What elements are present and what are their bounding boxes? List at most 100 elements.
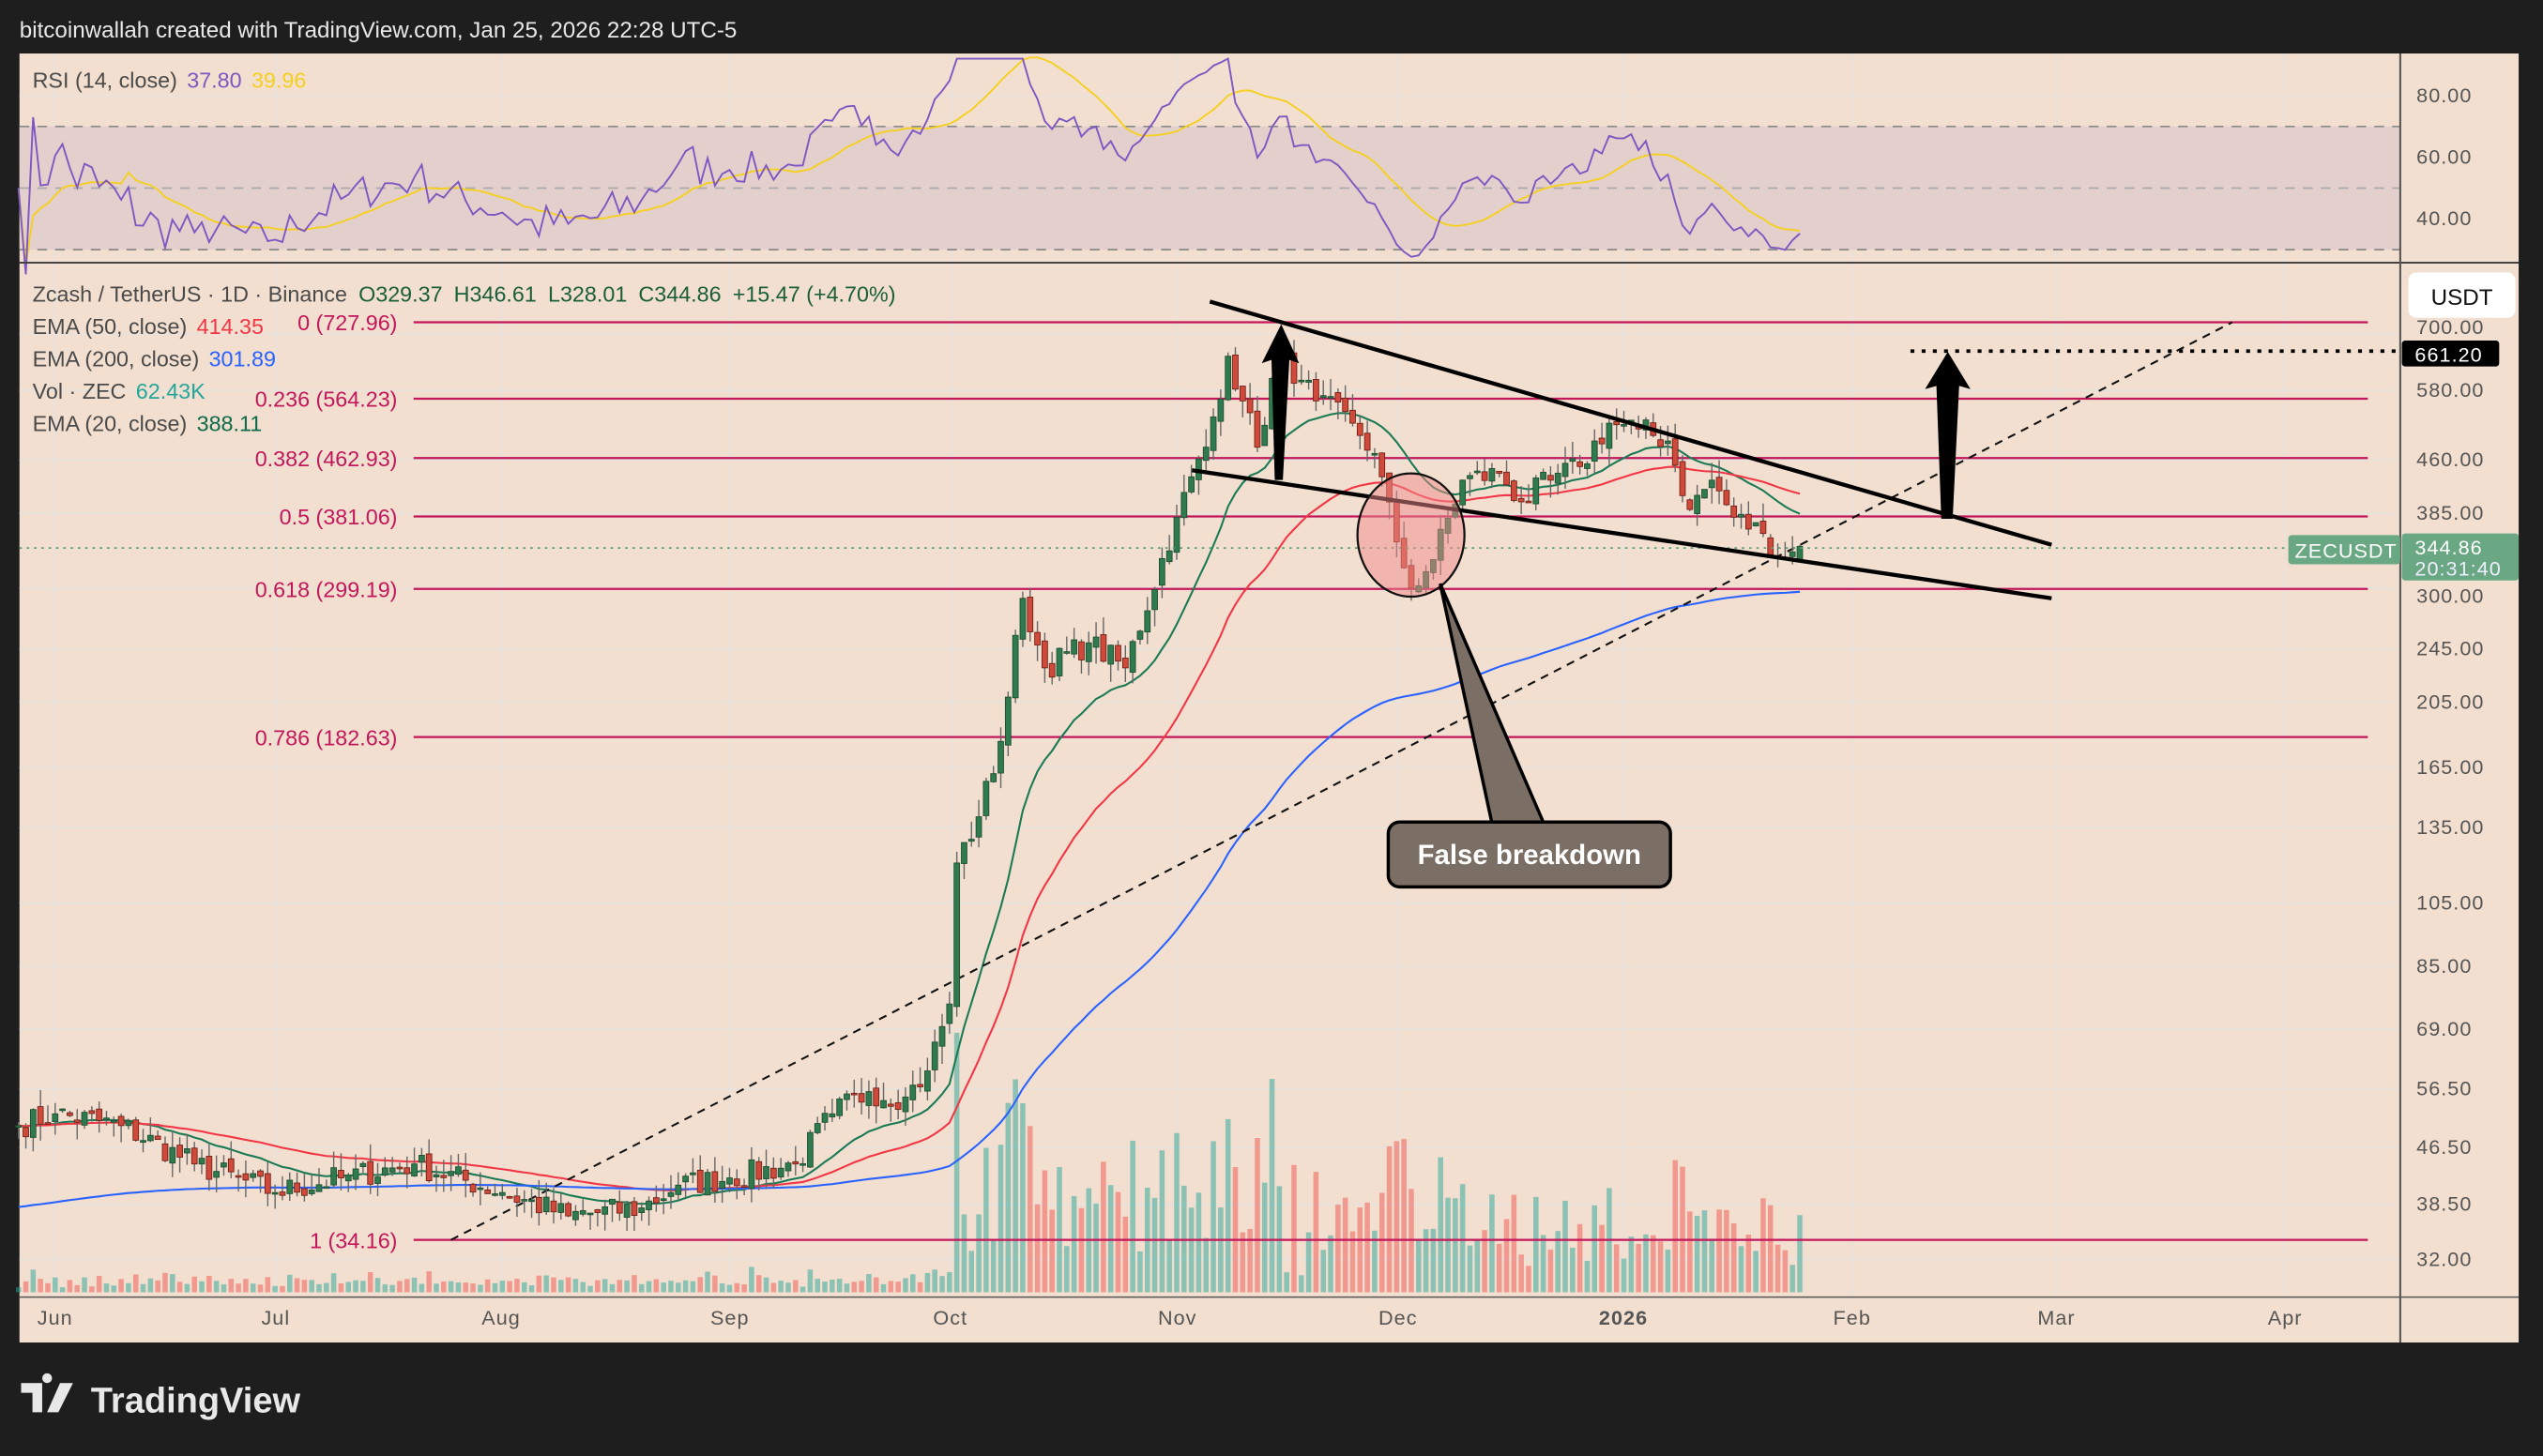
volume-bar (1240, 1232, 1246, 1293)
candle-up (1129, 641, 1136, 674)
volume-bar (1218, 1207, 1224, 1293)
candle-down (1313, 379, 1319, 402)
candle-up (1004, 696, 1012, 746)
candle-up (1708, 479, 1715, 489)
price-tick: 245.00 (2416, 637, 2484, 660)
candle-up (286, 1179, 294, 1194)
volume-bar (45, 1282, 51, 1293)
time-axis[interactable]: Jun Jul Aug Sep Oct Nov Dec 2026 Feb Mar Apr (38, 1306, 2303, 1329)
candle-up (807, 1131, 814, 1168)
candle-up (777, 1167, 784, 1178)
volume-bar (330, 1273, 337, 1293)
ema200-line (18, 590, 1801, 1208)
symbol-legend[interactable]: Zcash / TetherUS · 1D · Binance O329.37 H3… (33, 281, 896, 306)
wedge-upper-line[interactable] (1209, 299, 2052, 547)
price-tick: 135.00 (2416, 815, 2484, 839)
volume-bar (1665, 1249, 1671, 1293)
candle-up (1107, 645, 1115, 665)
volume-bar (1591, 1205, 1598, 1293)
up-arrow-flagpole[interactable] (1261, 324, 1300, 480)
volume-bar (1526, 1266, 1531, 1293)
rsi-axis[interactable]: 80.00 60.00 40.00 (2416, 83, 2472, 230)
wedge-lower-line[interactable] (1191, 468, 2052, 600)
time-tick: Nov (1158, 1306, 1197, 1329)
volume-bar (1211, 1141, 1216, 1293)
candle-down (594, 1209, 601, 1213)
last-price-label: 344.86 (2414, 536, 2482, 559)
volume-bar (551, 1277, 556, 1293)
volume-bar (859, 1281, 864, 1293)
candle-up (1591, 440, 1598, 463)
candle-up (997, 740, 1004, 774)
volume-bar (1372, 1230, 1378, 1293)
volume-bar (1613, 1244, 1620, 1293)
candles (15, 339, 1804, 1232)
candle-down (1598, 437, 1606, 445)
candle-down (850, 1092, 858, 1096)
volume-bar (778, 1281, 784, 1293)
price-tick: 385.00 (2416, 501, 2484, 524)
callout-box[interactable] (1386, 820, 1672, 889)
currency-button[interactable] (2408, 272, 2516, 318)
candle-up (726, 1177, 733, 1185)
volume-bar (89, 1286, 95, 1293)
volume-bar (895, 1282, 901, 1293)
price-axis[interactable]: 700.00 580.00 460.00 385.00 300.00 245.00 205.… (2416, 315, 2484, 1270)
fib-retracement[interactable]: 0 (727.96) 0.236 (564.23) 0.382 (462.93) 0.… (255, 311, 2368, 1252)
rsi-legend[interactable]: RSI (14, close) 37.80 39.96 (33, 68, 307, 92)
candle-up (1665, 440, 1671, 445)
volume-bar (873, 1277, 879, 1293)
candle-up (1459, 479, 1467, 506)
price-tick: 580.00 (2416, 378, 2484, 402)
candle-up (1063, 651, 1071, 654)
volume-bar (1005, 1102, 1012, 1293)
volume-legend[interactable]: Vol · ZEC 62.43K (33, 379, 206, 403)
ema50-legend[interactable]: EMA (50, close) 414.35 (33, 314, 264, 339)
ema20-legend[interactable]: EMA (20, close) 388.11 (33, 412, 263, 436)
volume-bar (595, 1280, 601, 1293)
candle-down (887, 1103, 894, 1107)
volume-bar (1064, 1246, 1070, 1293)
tradingview-logo[interactable]: TradingView (21, 1373, 300, 1420)
volume-bar (1034, 1204, 1041, 1293)
candle-up (433, 1174, 440, 1177)
candle-up (1467, 475, 1473, 479)
volume-bar (572, 1279, 579, 1293)
volume-bar (924, 1272, 931, 1293)
up-arrow-target[interactable] (1925, 352, 1971, 520)
volume-bar (162, 1272, 168, 1293)
tradingview-logo-icon (21, 1373, 73, 1413)
volume-bar (830, 1279, 835, 1293)
volume-bar (147, 1278, 154, 1293)
ema200-legend[interactable]: EMA (200, close) 301.89 (33, 347, 276, 372)
volume-bar (1555, 1231, 1561, 1293)
volume-bar (734, 1282, 740, 1293)
candle-up (542, 1196, 550, 1213)
candle-down (616, 1201, 623, 1214)
volume-bar (324, 1282, 329, 1293)
volume-bar (360, 1281, 366, 1293)
volume-bar (1255, 1138, 1260, 1293)
ema50-line (18, 465, 1801, 1191)
callout-text: False breakdown (1418, 840, 1641, 871)
false-breakdown-circle[interactable] (1356, 472, 1466, 599)
volume-bar (111, 1285, 117, 1293)
volume-bar (888, 1281, 894, 1293)
candle-up (1085, 642, 1092, 662)
volume-bar (1621, 1258, 1627, 1293)
volume-bar (1789, 1265, 1795, 1293)
volume-bar (521, 1282, 527, 1293)
candle-up (271, 1191, 279, 1195)
volume-bar (968, 1251, 975, 1293)
candle-down (338, 1170, 344, 1178)
volume-bar (749, 1266, 754, 1293)
candle-up (946, 1003, 953, 1024)
volume-bar (799, 1286, 806, 1293)
candle-down (513, 1195, 521, 1203)
candle-down (1034, 631, 1041, 645)
time-tick: Jun (38, 1306, 73, 1329)
rising-trendline[interactable] (450, 321, 2233, 1241)
volume-bar (866, 1274, 872, 1293)
candle-down (652, 1197, 660, 1204)
